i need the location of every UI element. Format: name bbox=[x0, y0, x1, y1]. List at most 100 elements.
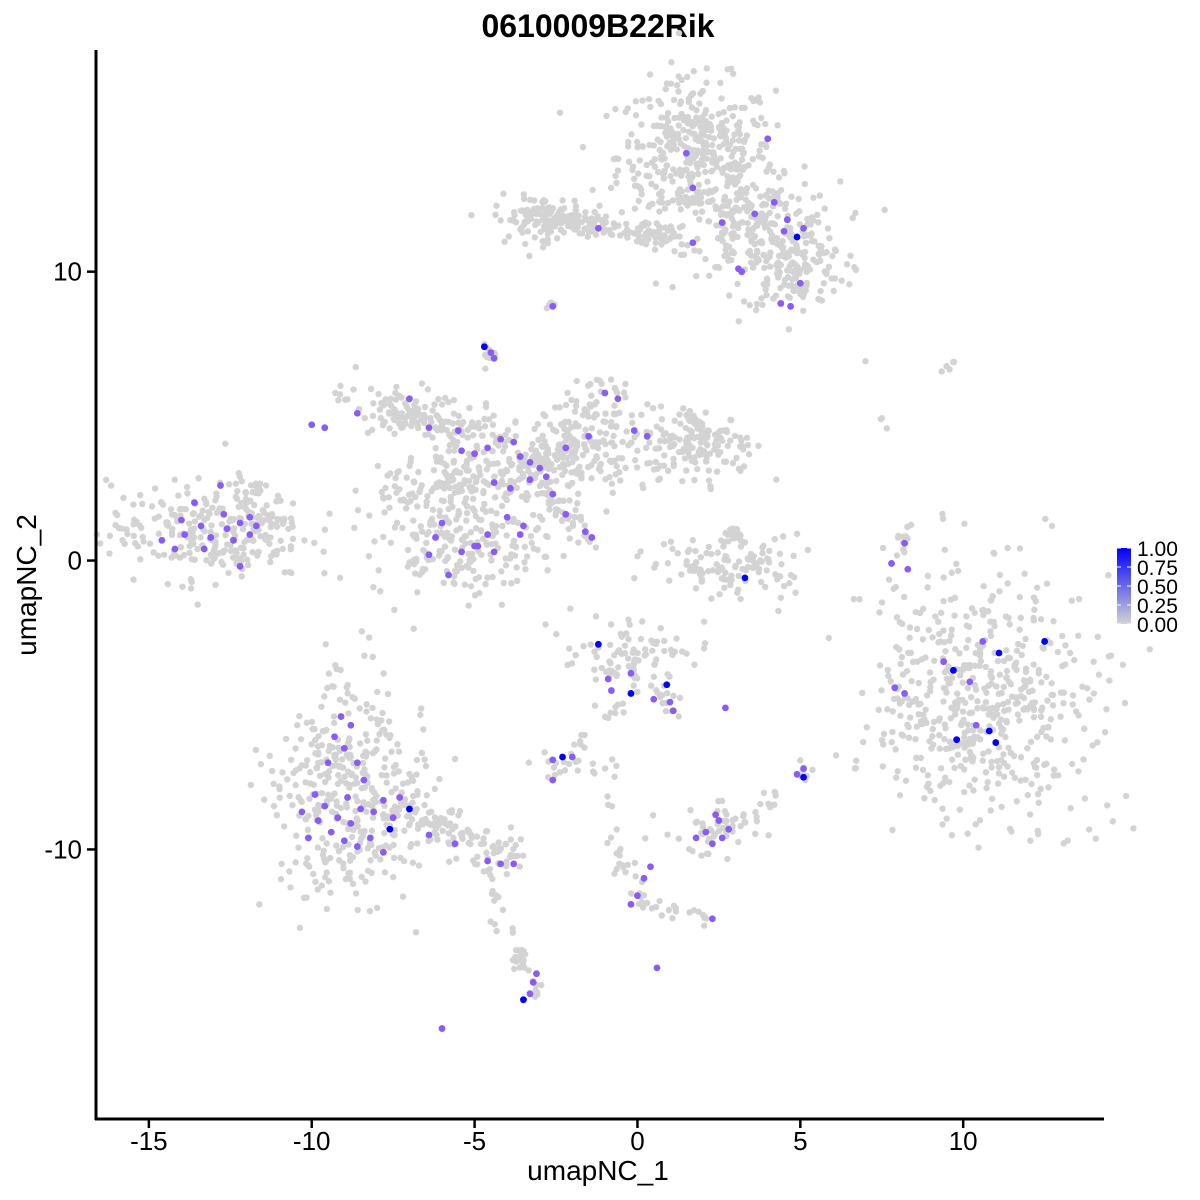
expressing-cell bbox=[682, 149, 690, 157]
background-cell bbox=[639, 97, 646, 104]
background-cell bbox=[1021, 570, 1028, 577]
background-cell bbox=[498, 502, 506, 510]
background-cell bbox=[876, 609, 883, 616]
background-cell bbox=[393, 415, 401, 423]
background-cell bbox=[1004, 580, 1011, 587]
background-cell bbox=[318, 882, 325, 889]
background-cell bbox=[500, 579, 507, 587]
expressing-cell bbox=[549, 302, 557, 310]
background-cell bbox=[766, 228, 774, 235]
background-cell bbox=[801, 163, 808, 170]
background-cell bbox=[367, 715, 375, 722]
background-cell bbox=[927, 678, 934, 686]
background-cell bbox=[544, 239, 551, 247]
background-cell bbox=[303, 860, 310, 867]
background-cell bbox=[404, 499, 412, 506]
background-cell bbox=[939, 515, 947, 523]
background-cell bbox=[726, 528, 734, 536]
background-cell bbox=[531, 234, 539, 241]
background-cell bbox=[363, 808, 370, 815]
background-cell bbox=[310, 870, 317, 878]
background-cell bbox=[735, 126, 742, 134]
expressing-cell bbox=[562, 510, 570, 518]
background-cell bbox=[201, 516, 208, 524]
background-cell bbox=[550, 426, 557, 433]
background-cell bbox=[601, 418, 609, 426]
background-cell bbox=[213, 509, 221, 516]
background-cell bbox=[656, 208, 663, 215]
expressing-cell bbox=[666, 698, 674, 706]
background-cell bbox=[321, 778, 329, 786]
background-cell bbox=[572, 206, 580, 214]
background-cell bbox=[587, 641, 594, 648]
background-cell bbox=[765, 832, 772, 839]
background-cell bbox=[982, 698, 990, 706]
background-cell bbox=[574, 490, 582, 498]
background-cell bbox=[753, 306, 760, 314]
background-cell bbox=[643, 899, 651, 907]
background-cell bbox=[477, 471, 484, 479]
background-cell bbox=[957, 762, 964, 770]
background-cell bbox=[391, 524, 399, 531]
background-cell bbox=[736, 443, 744, 450]
background-cell bbox=[1122, 792, 1130, 800]
background-cell bbox=[513, 484, 520, 492]
background-cell bbox=[532, 526, 540, 534]
background-cell bbox=[429, 434, 436, 441]
background-cell bbox=[1081, 795, 1089, 802]
background-cell bbox=[705, 850, 712, 858]
background-cell bbox=[391, 803, 399, 810]
background-cell bbox=[631, 434, 638, 441]
background-cell bbox=[820, 280, 827, 287]
x-tick-label: -5 bbox=[463, 1126, 486, 1156]
background-cell bbox=[897, 660, 904, 668]
background-cell bbox=[717, 448, 724, 456]
background-cell bbox=[709, 567, 717, 574]
background-cell bbox=[386, 734, 393, 742]
background-cell bbox=[319, 835, 326, 842]
background-cell bbox=[522, 211, 529, 218]
background-cell bbox=[693, 421, 700, 428]
background-cell bbox=[1060, 689, 1068, 696]
background-cell bbox=[691, 567, 699, 574]
background-cell bbox=[698, 208, 706, 215]
background-cell bbox=[634, 553, 641, 560]
expressing-cell bbox=[490, 548, 498, 556]
background-cell bbox=[421, 801, 428, 809]
background-cell bbox=[956, 806, 964, 813]
background-cell bbox=[676, 436, 683, 443]
background-cell bbox=[734, 224, 742, 232]
background-cell bbox=[170, 552, 177, 559]
expressing-cell bbox=[458, 447, 465, 455]
background-cell bbox=[565, 460, 572, 467]
x-tick-label: 5 bbox=[793, 1126, 807, 1156]
background-cell bbox=[375, 390, 382, 398]
background-cell bbox=[881, 206, 888, 214]
background-cell bbox=[358, 785, 366, 792]
background-cell bbox=[998, 689, 1005, 697]
background-cell bbox=[965, 623, 973, 630]
background-cell bbox=[901, 549, 908, 556]
expressing-cell bbox=[663, 681, 671, 689]
background-cell bbox=[502, 555, 509, 562]
background-cell bbox=[306, 769, 314, 776]
background-cell bbox=[311, 539, 318, 547]
background-cell bbox=[458, 487, 466, 495]
expressing-cell bbox=[379, 848, 387, 856]
background-cell bbox=[775, 174, 783, 181]
expressing-cell bbox=[207, 534, 215, 541]
background-cell bbox=[838, 277, 845, 284]
expressing-cell bbox=[507, 484, 514, 492]
background-cell bbox=[890, 585, 897, 592]
background-cell bbox=[492, 211, 499, 219]
background-cell bbox=[671, 247, 678, 255]
background-cell bbox=[379, 709, 386, 717]
background-cell bbox=[194, 545, 201, 553]
background-cell bbox=[698, 578, 705, 585]
background-cell bbox=[748, 230, 755, 237]
background-cell bbox=[684, 202, 691, 209]
background-cell bbox=[897, 712, 904, 719]
background-cell bbox=[106, 550, 113, 557]
background-cell bbox=[419, 568, 426, 575]
background-cell bbox=[859, 738, 867, 746]
